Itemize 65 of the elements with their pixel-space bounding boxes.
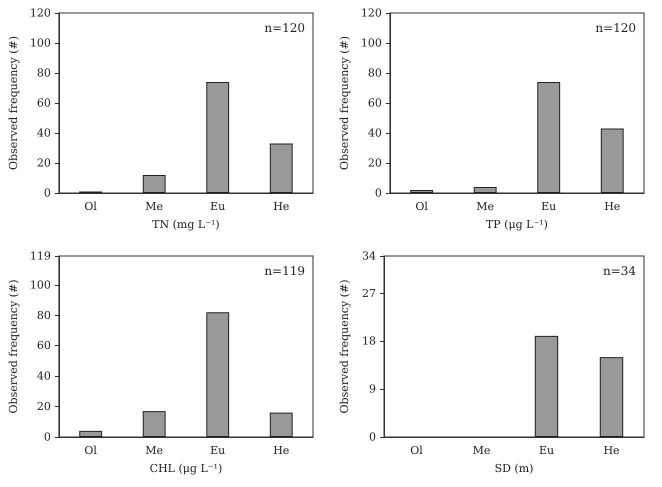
y-tick-label: 9 (369, 382, 376, 396)
y-tick-label: 0 (44, 430, 51, 444)
x-tick-label: Me (145, 444, 164, 457)
y-tick-label: 20 (368, 156, 382, 170)
x-tick-label: Me (472, 444, 490, 457)
y-tick-label: 0 (44, 186, 51, 200)
bar (270, 412, 293, 437)
x-axis-title: TN (mg L⁻¹) (152, 218, 220, 231)
x-tick-label: He (604, 200, 620, 213)
bar (537, 82, 560, 193)
annotation: n=120 (264, 21, 305, 35)
x-tick-label: Me (476, 200, 494, 213)
y-tick-label: 100 (30, 36, 51, 50)
bar (142, 175, 166, 193)
x-tick-label: Ol (84, 200, 98, 213)
y-tick-label: 18 (362, 334, 376, 348)
y-axis-title: Observed frequency (#) (7, 280, 20, 414)
x-tick-label: Ol (415, 200, 428, 213)
bar (600, 128, 624, 193)
y-tick-label: 0 (374, 186, 382, 200)
bar (410, 190, 434, 193)
x-tick-label: Eu (538, 444, 554, 457)
y-tick-label: 40 (36, 370, 51, 383)
y-tick-label: 27 (362, 286, 376, 300)
y-tick-label: 40 (36, 126, 51, 140)
y-tick-label: 120 (30, 6, 51, 20)
y-tick-label: 60 (36, 339, 51, 352)
x-tick-label: Ol (410, 444, 424, 457)
x-tick-label: He (273, 444, 290, 457)
x-tick-label: Me (145, 200, 164, 213)
y-tick-label: 60 (36, 96, 51, 110)
x-tick-label: Eu (210, 200, 226, 213)
y-axis-title: Observed frequency (#) (338, 280, 351, 414)
y-tick-label: 120 (360, 6, 382, 20)
annotation: n=119 (264, 264, 305, 278)
y-axis-title: Observed frequency (#) (7, 36, 20, 170)
y-tick-label: 80 (36, 66, 51, 80)
x-tick-label: He (603, 444, 620, 457)
y-tick-label: 40 (368, 126, 382, 140)
annotation: n=120 (595, 21, 636, 35)
bar (142, 411, 166, 437)
x-tick-label: Eu (210, 444, 226, 457)
y-tick-label: 34 (362, 250, 376, 262)
y-tick-label: 100 (360, 36, 382, 50)
x-axis-title: TP (μg L⁻¹) (486, 218, 548, 231)
x-axis-title: CHL (μg L⁻¹) (150, 462, 222, 475)
y-tick-label: 20 (36, 156, 51, 170)
x-axis-title: SD (m) (494, 462, 534, 475)
y-tick-label: 119 (30, 250, 51, 262)
bar (270, 144, 293, 193)
x-tick-label: He (273, 200, 290, 213)
y-tick-label: 100 (30, 278, 51, 292)
annotation: n=34 (602, 264, 636, 278)
y-tick-label: 80 (36, 308, 51, 322)
y-tick-label: 60 (368, 96, 382, 110)
x-tick-label: Eu (541, 200, 556, 213)
y-tick-label: 0 (369, 430, 376, 444)
x-tick-label: Ol (84, 444, 98, 457)
bar (206, 82, 230, 193)
bar (474, 187, 497, 193)
y-axis-title: Observed frequency (#) (338, 36, 351, 170)
y-tick-label: 20 (36, 400, 51, 414)
y-tick-label: 80 (368, 66, 382, 80)
bar (206, 312, 230, 437)
bar (79, 430, 102, 437)
